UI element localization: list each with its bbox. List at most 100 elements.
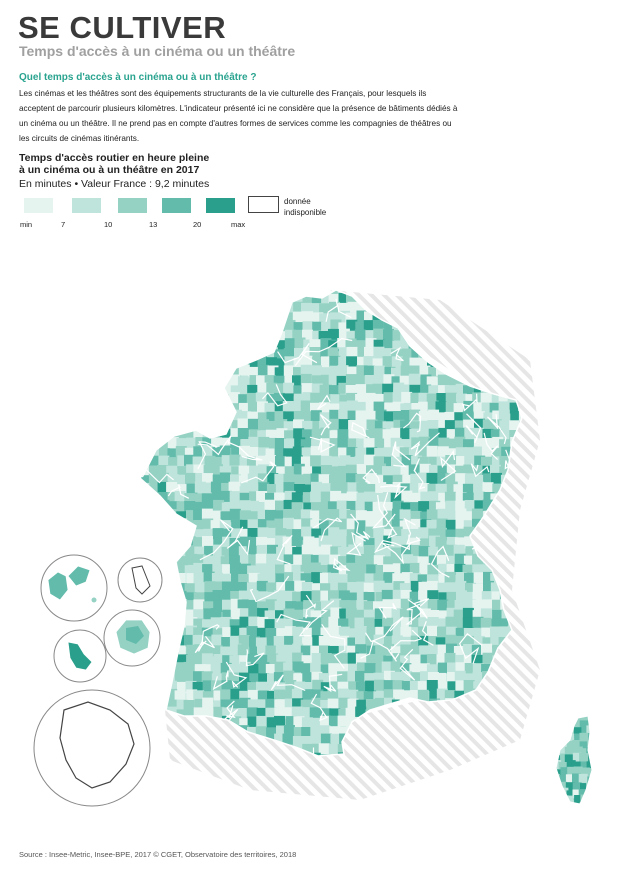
- territory-cell: [418, 527, 430, 539]
- territory-cell: [285, 680, 297, 691]
- territory-cell: [374, 428, 386, 440]
- territory-cell: [518, 581, 522, 593]
- territory-cell: [400, 538, 412, 550]
- territory-cell: [345, 374, 357, 386]
- territory-cell: [186, 625, 197, 637]
- territory-cell: [157, 367, 169, 379]
- territory-cell: [248, 436, 260, 448]
- territory-cell: [480, 617, 492, 629]
- territory-cell: [417, 574, 429, 586]
- territory-cell: [291, 455, 303, 467]
- territory-cell: [203, 571, 215, 583]
- territory-cell: [438, 681, 450, 693]
- territory-cell: [384, 348, 396, 360]
- territory-cell: [509, 402, 521, 414]
- territory-cell: [186, 464, 198, 476]
- territory-cell: [204, 592, 216, 604]
- territory-cell: [383, 329, 394, 341]
- territory-cell: [445, 392, 457, 404]
- territory-cell: [410, 635, 422, 647]
- territory-cell: [238, 475, 250, 487]
- territory-cell: [471, 655, 483, 666]
- territory-cell: [193, 393, 205, 405]
- territory-cell: [593, 718, 602, 727]
- territory-cell: [444, 491, 456, 503]
- territory-cell: [211, 572, 223, 584]
- territory-cell: [238, 394, 250, 406]
- territory-cell: [256, 502, 268, 514]
- inset-reunion: [103, 609, 161, 667]
- territory-cell: [276, 294, 288, 306]
- territory-cell: [419, 563, 431, 574]
- territory-cell: [246, 626, 258, 638]
- territory-cell: [399, 447, 411, 459]
- territory-cell: [328, 519, 340, 531]
- territory-cell: [220, 348, 232, 359]
- territory-cell: [166, 699, 178, 711]
- territory-cell: [472, 616, 484, 628]
- territory-cell: [184, 357, 196, 369]
- territory-cell: [363, 491, 375, 503]
- territory-cell: [472, 599, 484, 611]
- territory-cell: [291, 688, 303, 700]
- territory-cell: [203, 420, 215, 432]
- territory-cell: [346, 518, 358, 530]
- territory-cell: [490, 626, 501, 638]
- territory-cell: [291, 706, 303, 718]
- territory-cell: [464, 663, 476, 674]
- territory-cell: [184, 385, 196, 396]
- territory-cell: [428, 385, 440, 397]
- department-boundary: [487, 414, 507, 445]
- territory-cell: [446, 536, 458, 548]
- territory-cell: [435, 672, 447, 684]
- territory-cell: [400, 563, 412, 575]
- territory-cell: [463, 385, 474, 397]
- territory-cell: [501, 752, 513, 756]
- territory-cell: [195, 473, 207, 484]
- territory-cell: [409, 591, 421, 603]
- territory-cell: [239, 411, 251, 423]
- territory-cell: [275, 383, 287, 395]
- territory-cell: [210, 680, 222, 692]
- territory-cell: [374, 520, 386, 532]
- territory-cell: [267, 365, 279, 377]
- territory-cell: [159, 439, 171, 451]
- territory-cell: [438, 492, 450, 504]
- territory-cell: [167, 409, 179, 421]
- territory-cell: [482, 599, 494, 611]
- territory-cell: [437, 374, 449, 386]
- territory-cell: [509, 420, 521, 432]
- territory-cell: [283, 482, 295, 494]
- territory-cell: [185, 337, 197, 349]
- territory-cell: [292, 619, 304, 631]
- territory-cell: [210, 321, 222, 333]
- territory-cell: [328, 663, 340, 675]
- territory-cell: [166, 688, 178, 700]
- territory-cell: [265, 448, 277, 460]
- territory-cell: [366, 384, 378, 396]
- territory-cell: [312, 466, 324, 478]
- territory-cell: [248, 663, 260, 675]
- territory-cell: [384, 697, 395, 709]
- territory-cell: [174, 311, 186, 323]
- territory-cell: [594, 767, 603, 776]
- territory-cell: [473, 384, 485, 396]
- territory-cell: [246, 545, 258, 557]
- department-boundary: [421, 620, 434, 646]
- territory-cell: [348, 618, 360, 630]
- territory-cell: [310, 502, 322, 514]
- territory-cell: [401, 502, 412, 514]
- territory-cell: [240, 528, 252, 540]
- territory-cell: [231, 348, 243, 360]
- territory-cell: [284, 635, 296, 647]
- territory-cell: [329, 466, 341, 478]
- territory-cell: [213, 537, 225, 549]
- territory-cell: [301, 663, 313, 675]
- territory-cell: [166, 392, 178, 404]
- territory-cell: [510, 331, 522, 343]
- territory-cell: [220, 616, 232, 628]
- territory-cell: [266, 320, 278, 332]
- department-boundary: [321, 623, 346, 669]
- territory-cell: [579, 753, 589, 762]
- territory-cell: [374, 619, 386, 630]
